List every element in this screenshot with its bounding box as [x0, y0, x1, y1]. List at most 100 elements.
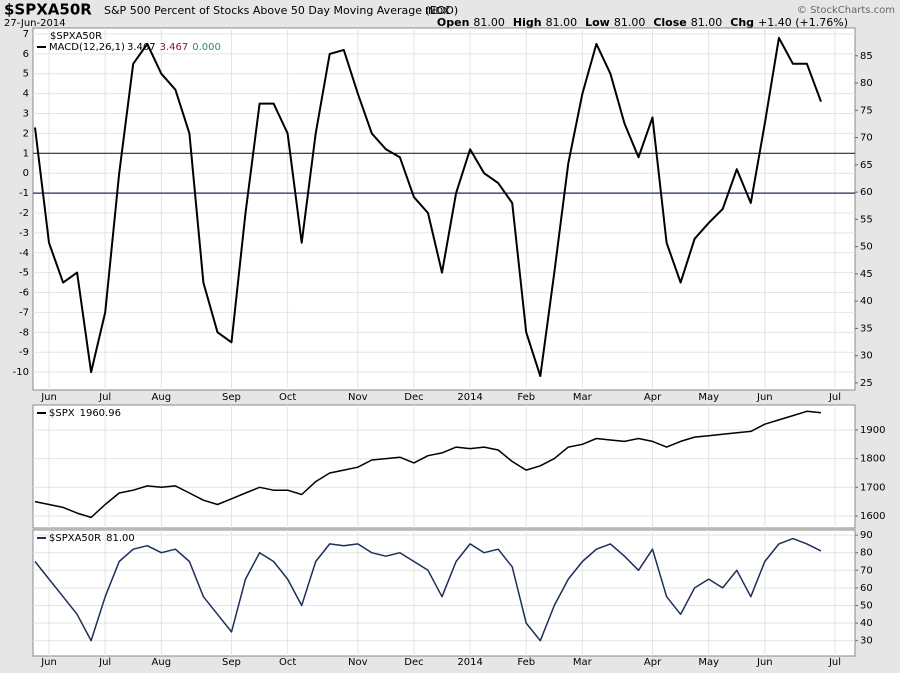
x-tick-label: Sep — [222, 392, 241, 403]
y-tick-label: -3 — [19, 228, 29, 239]
y-tick-label: -4 — [19, 248, 29, 259]
quote-label: Low — [585, 16, 610, 29]
y2-tick-label: 40 — [860, 618, 873, 629]
y2-tick-label: 30 — [860, 351, 873, 362]
x-tick-label: Feb — [517, 657, 535, 668]
y-tick-label: 2 — [23, 128, 29, 139]
legend-entry: $SPXA50R 81.00 — [49, 533, 135, 544]
series-line — [34, 36, 822, 378]
quote-label: Chg — [730, 16, 754, 29]
y-tick-label: 0 — [23, 168, 29, 179]
y-tick-label: -1 — [19, 188, 29, 199]
y2-tick-label: 70 — [860, 565, 873, 576]
date: 27-Jun-2014 — [4, 18, 66, 29]
x-tick-label: Aug — [152, 657, 172, 668]
y2-tick-label: 60 — [860, 187, 873, 198]
quote-value: +1.40 (+1.76%) — [758, 16, 848, 29]
legend-value: 3.467 — [127, 42, 156, 53]
y2-tick-label: 45 — [860, 269, 873, 280]
x-tick-label: Apr — [644, 392, 662, 403]
series-line — [34, 537, 822, 642]
y2-tick-label: 1800 — [860, 454, 885, 465]
x-tick-label: May — [698, 392, 719, 403]
y2-tick-label: 60 — [860, 583, 873, 594]
legend-entry: MACD(12,26,1) 3.467 3.467 0.000 — [49, 42, 221, 53]
y-tick-label: 6 — [23, 49, 29, 60]
quote-label: High — [513, 16, 542, 29]
y-tick-label: -6 — [19, 288, 29, 299]
x-tick-label: Nov — [348, 392, 368, 403]
y-tick-label: -5 — [19, 268, 29, 279]
legend-symbol: $SPXA50R — [50, 31, 102, 42]
x-tick-label: Jun — [40, 392, 57, 403]
y2-tick-label: 85 — [860, 51, 873, 62]
y-tick-label: -8 — [19, 327, 29, 338]
x-tick-label: Mar — [573, 657, 593, 668]
x-tick-label: Jul — [828, 392, 841, 403]
y-tick-label: -10 — [13, 367, 29, 378]
x-tick-label: Nov — [348, 657, 368, 668]
legend-name: $SPX — [49, 408, 75, 419]
quote-label: Open — [437, 16, 470, 29]
y2-tick-label: 55 — [860, 214, 873, 225]
legend-value: 1960.96 — [80, 408, 121, 419]
legend-value: 0.000 — [192, 42, 221, 53]
y2-tick-label: 30 — [860, 636, 873, 647]
x-tick-label: Jun — [40, 657, 57, 668]
y-tick-label: -2 — [19, 208, 29, 219]
symbol: $SPXA50R — [4, 1, 92, 19]
quote-value: 81.00 — [614, 16, 646, 29]
y2-tick-label: 1900 — [860, 425, 885, 436]
y2-tick-label: 40 — [860, 296, 873, 307]
legend-entry: $SPX 1960.96 — [49, 408, 121, 419]
x-tick-label: Jul — [828, 657, 841, 668]
legend-value: 81.00 — [106, 533, 135, 544]
exchange: INDX — [425, 6, 450, 17]
quote-label: Close — [653, 16, 686, 29]
y2-tick-label: 65 — [860, 160, 873, 171]
y-tick-label: 7 — [23, 29, 29, 40]
y2-tick-label: 1700 — [860, 482, 885, 493]
x-tick-label: Oct — [279, 392, 296, 403]
x-tick-label: 2014 — [457, 657, 482, 668]
plot-area — [32, 27, 856, 391]
x-tick-label: Jul — [98, 657, 111, 668]
x-tick-label: Sep — [222, 657, 241, 668]
y-tick-label: 3 — [23, 109, 29, 120]
x-tick-label: May — [698, 657, 719, 668]
x-tick-label: Mar — [573, 392, 593, 403]
x-tick-label: Jul — [98, 392, 111, 403]
x-tick-label: Oct — [279, 657, 296, 668]
y2-tick-label: 80 — [860, 548, 873, 559]
x-tick-label: Apr — [644, 657, 662, 668]
x-tick-label: Dec — [404, 392, 423, 403]
quote-value: 81.00 — [473, 16, 505, 29]
y2-tick-label: 25 — [860, 378, 873, 389]
y-tick-label: -9 — [19, 347, 29, 358]
y2-tick-label: 80 — [860, 78, 873, 89]
quote-value: 81.00 — [546, 16, 578, 29]
y2-tick-label: 35 — [860, 323, 873, 334]
y2-tick-label: 75 — [860, 105, 873, 116]
y-tick-label: 1 — [23, 148, 29, 159]
legend-value: 3.467 — [160, 42, 189, 53]
y-tick-label: 4 — [23, 89, 29, 100]
credit: © StockCharts.com — [797, 5, 895, 16]
y2-tick-label: 70 — [860, 133, 873, 144]
description: S&P 500 Percent of Stocks Above 50 Day M… — [104, 4, 458, 17]
y-tick-label: -7 — [19, 307, 29, 318]
quote-value: 81.00 — [691, 16, 723, 29]
legend-name: $SPXA50R — [49, 533, 101, 544]
y2-tick-label: 50 — [860, 600, 873, 611]
x-tick-label: Jun — [756, 392, 773, 403]
x-tick-label: Feb — [517, 392, 535, 403]
legend-name: MACD(12,26,1) — [49, 42, 125, 53]
y-tick-label: 5 — [23, 69, 29, 80]
x-tick-label: Aug — [152, 392, 172, 403]
y2-tick-label: 50 — [860, 242, 873, 253]
x-tick-label: Dec — [404, 657, 423, 668]
y2-tick-label: 90 — [860, 530, 873, 541]
x-tick-label: 2014 — [457, 392, 482, 403]
plot-area — [32, 404, 856, 529]
y2-tick-label: 1600 — [860, 511, 885, 522]
